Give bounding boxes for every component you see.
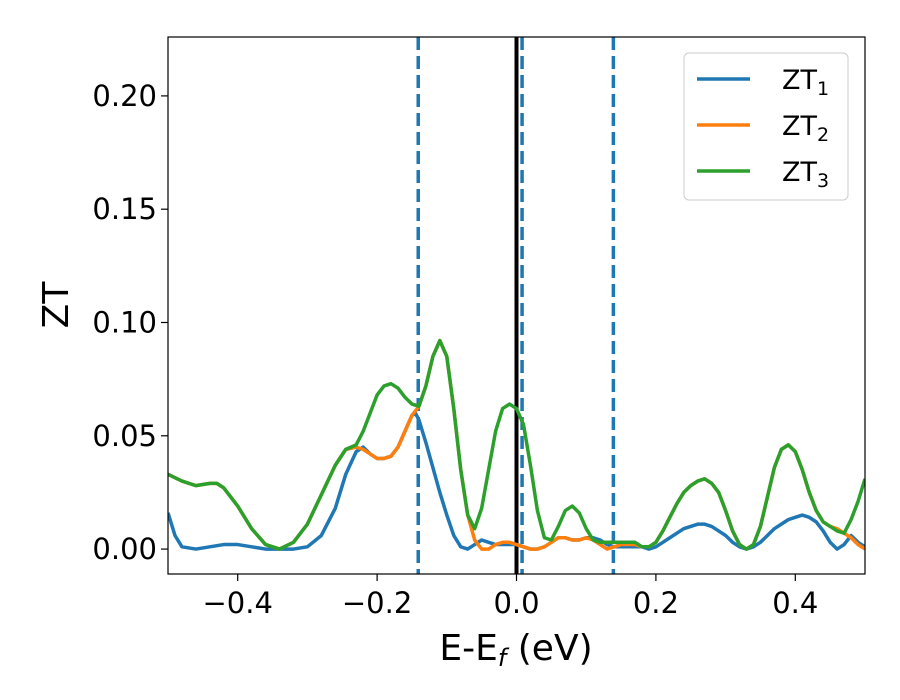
x-tick-label: −0.2 xyxy=(342,586,412,620)
x-axis-label-unit: (eV) xyxy=(506,628,592,669)
x-tick-label: 0.4 xyxy=(772,586,818,620)
legend: ZT1 ZT2 ZT3 xyxy=(683,52,849,201)
y-axis-ticks: 0.00 0.05 0.10 0.15 0.20 xyxy=(92,79,168,566)
x-tick-label: 0.2 xyxy=(633,586,679,620)
legend-box xyxy=(683,52,849,201)
legend-label-zt3: ZT3 xyxy=(782,157,829,192)
x-tick-label: −0.4 xyxy=(202,586,272,620)
y-tick-label: 0.05 xyxy=(92,419,157,453)
y-tick-label: 0.10 xyxy=(92,305,157,339)
y-tick-label: 0.00 xyxy=(92,532,157,566)
x-axis-label: E-Ef (eV) xyxy=(439,628,592,672)
series-line-zt3 xyxy=(168,338,865,551)
legend-label-zt1: ZT1 xyxy=(782,65,829,100)
x-axis-label-main: E-E xyxy=(439,628,497,669)
legend-label-zt2: ZT2 xyxy=(782,111,829,146)
y-axis-label: ZT xyxy=(36,281,77,329)
x-tick-label: 0.0 xyxy=(493,586,539,620)
vertical-reference-lines xyxy=(416,37,616,574)
y-tick-label: 0.20 xyxy=(92,79,157,113)
series-layer xyxy=(168,338,865,551)
x-axis-ticks: −0.4 −0.2 0.0 0.2 0.4 xyxy=(202,574,818,620)
y-tick-label: 0.15 xyxy=(92,192,157,226)
